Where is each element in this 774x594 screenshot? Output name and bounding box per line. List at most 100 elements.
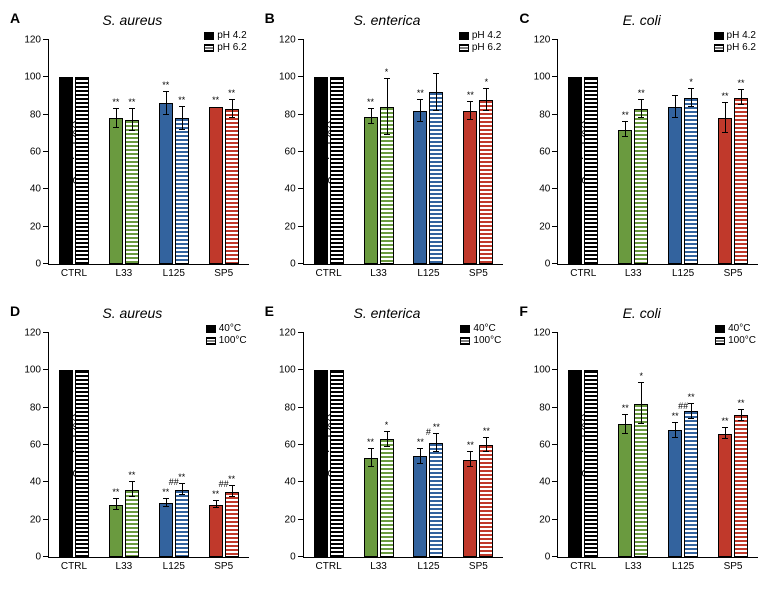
error-cap bbox=[433, 451, 439, 452]
x-tick-label: SP5 bbox=[724, 268, 743, 279]
error-cap bbox=[738, 420, 744, 421]
x-tick-label: SP5 bbox=[469, 561, 488, 572]
bar-L33-solid bbox=[109, 118, 123, 264]
x-tick-label: L33 bbox=[625, 561, 642, 572]
y-tick bbox=[552, 369, 558, 370]
error-cap bbox=[163, 498, 169, 499]
error-cap bbox=[417, 463, 423, 464]
y-tick bbox=[298, 332, 304, 333]
error-cap bbox=[229, 99, 235, 100]
y-tick-label: 0 bbox=[35, 259, 41, 270]
error-cap bbox=[163, 114, 169, 115]
error-cap bbox=[467, 451, 473, 452]
error-cap bbox=[433, 110, 439, 111]
chart-grid: AS. aureuspH 4.2pH 6.2Survival (%)020406… bbox=[10, 10, 764, 584]
significance-marker: ** bbox=[228, 474, 235, 484]
y-tick-label: 20 bbox=[539, 514, 550, 525]
bar-CTRL-solid bbox=[568, 370, 582, 557]
bar-group-L33: *** bbox=[364, 107, 394, 264]
y-tick bbox=[298, 76, 304, 77]
x-tick-label: L33 bbox=[370, 268, 387, 279]
error-cap bbox=[113, 498, 119, 499]
bar-L33-solid bbox=[364, 458, 378, 557]
y-tick bbox=[298, 263, 304, 264]
y-tick bbox=[552, 39, 558, 40]
bar-L125-solid bbox=[668, 430, 682, 557]
panel-D: DS. aureus40°C100°CSurvival (%)020406080… bbox=[10, 303, 255, 584]
error-cap bbox=[688, 418, 694, 419]
y-tick bbox=[552, 263, 558, 264]
x-tick-label: L125 bbox=[672, 268, 694, 279]
error-cap bbox=[638, 99, 644, 100]
x-tick-label: CTRL bbox=[61, 268, 87, 279]
error-bar bbox=[132, 482, 133, 497]
bar-L125-stripe bbox=[175, 490, 189, 557]
bar-group-CTRL bbox=[59, 370, 89, 557]
error-cap bbox=[672, 117, 678, 118]
bar-CTRL-stripe bbox=[584, 370, 598, 557]
legend-swatch bbox=[204, 32, 214, 40]
x-tick-label: CTRL bbox=[570, 268, 596, 279]
error-cap bbox=[129, 496, 135, 497]
y-tick bbox=[298, 114, 304, 115]
y-tick bbox=[552, 481, 558, 482]
error-cap bbox=[622, 414, 628, 415]
bar-SP5-solid bbox=[209, 505, 223, 557]
y-tick-label: 20 bbox=[30, 221, 41, 232]
y-tick bbox=[43, 226, 49, 227]
error-cap bbox=[467, 466, 473, 467]
significance-marker: * bbox=[689, 77, 693, 87]
y-tick bbox=[552, 226, 558, 227]
y-tick-label: 0 bbox=[545, 552, 551, 563]
bar-group-SP5: **##** bbox=[209, 492, 239, 557]
y-tick bbox=[298, 369, 304, 370]
bar-group-L125: ** bbox=[413, 92, 443, 264]
error-cap bbox=[229, 117, 235, 118]
bar-L125-stripe bbox=[429, 92, 443, 264]
bar-L33-stripe bbox=[634, 404, 648, 557]
error-cap bbox=[129, 130, 135, 131]
bar-CTRL-stripe bbox=[330, 370, 344, 557]
bar-L33-stripe bbox=[380, 439, 394, 557]
bar-group-SP5: **** bbox=[209, 107, 239, 264]
error-cap bbox=[213, 507, 219, 508]
error-cap bbox=[179, 494, 185, 495]
error-cap bbox=[738, 104, 744, 105]
error-cap bbox=[417, 448, 423, 449]
error-cap bbox=[622, 433, 628, 434]
error-bar bbox=[371, 109, 372, 124]
error-cap bbox=[483, 110, 489, 111]
plot-area: Survival (%)020406080100120CTRL***L33**L… bbox=[303, 40, 504, 265]
error-bar bbox=[420, 449, 421, 464]
plot-area: Survival (%)020406080100120CTRL****L33*L… bbox=[557, 40, 758, 265]
significance-marker: * bbox=[485, 77, 489, 87]
legend-swatch bbox=[715, 325, 725, 333]
significance-marker: ** bbox=[367, 97, 374, 107]
y-tick bbox=[43, 263, 49, 264]
error-cap bbox=[179, 483, 185, 484]
y-tick bbox=[298, 556, 304, 557]
error-bar bbox=[470, 102, 471, 121]
significance-marker: ** bbox=[112, 97, 119, 107]
y-tick-label: 80 bbox=[285, 402, 296, 413]
legend-swatch bbox=[714, 32, 724, 40]
error-cap bbox=[467, 101, 473, 102]
x-tick-label: L33 bbox=[370, 561, 387, 572]
panel-title: S. enterica bbox=[265, 12, 510, 28]
error-cap bbox=[129, 481, 135, 482]
y-tick-label: 100 bbox=[279, 72, 296, 83]
bar-SP5-solid bbox=[463, 460, 477, 557]
y-tick bbox=[552, 444, 558, 445]
bar-group-SP5: **** bbox=[463, 445, 493, 557]
bar-L33-solid bbox=[109, 505, 123, 557]
x-tick-label: L33 bbox=[116, 561, 133, 572]
x-tick-label: L125 bbox=[163, 561, 185, 572]
panel-title: E. coli bbox=[519, 305, 764, 321]
bar-SP5-solid bbox=[209, 107, 223, 264]
error-bar bbox=[641, 383, 642, 424]
x-tick-label: SP5 bbox=[469, 268, 488, 279]
y-tick-label: 60 bbox=[539, 440, 550, 451]
error-cap bbox=[622, 121, 628, 122]
bar-L125-stripe bbox=[175, 118, 189, 264]
error-cap bbox=[688, 403, 694, 404]
